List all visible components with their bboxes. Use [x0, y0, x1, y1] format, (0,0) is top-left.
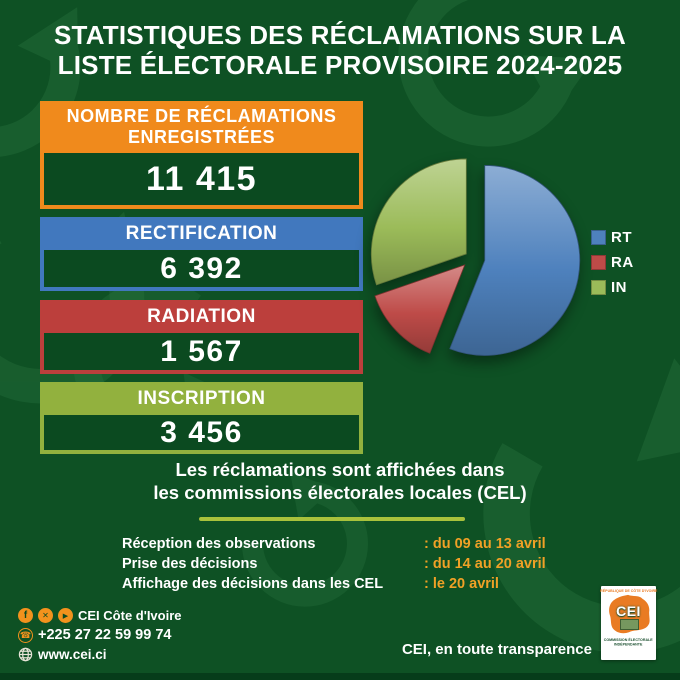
social-row: f ✕ ▶ CEI Côte d'Ivoire	[18, 608, 182, 623]
pie-chart	[355, 143, 595, 383]
legend-item-in: IN	[591, 279, 634, 296]
chart-legend: RT RA IN	[591, 229, 634, 296]
stat-card-radiation-label: RADIATION	[147, 305, 256, 327]
legend-item-ra: RA	[591, 254, 634, 271]
website-url: www.cei.ci	[38, 647, 107, 662]
stat-card-inscription-label: INSCRIPTION	[137, 387, 266, 409]
legend-item-rt: RT	[591, 229, 634, 246]
schedule-row-value: : du 14 au 20 avril	[424, 556, 546, 572]
tagline: CEI, en toute transparence	[401, 641, 592, 658]
schedule-row-value: : le 20 avril	[424, 576, 499, 592]
cei-logo: RÉPUBLIQUE DE CÔTE D'IVOIRE CEI COMMISSI…	[599, 586, 658, 660]
page-title: STATISTIQUES DES RÉCLAMATIONS SUR LA LIS…	[0, 20, 680, 80]
cei-logo-country-text: RÉPUBLIQUE DE CÔTE D'IVOIRE	[599, 588, 658, 593]
legend-swatch-ra	[591, 255, 606, 270]
stat-card-total-label-line1: NOMBRE DE RÉCLAMATIONS	[66, 106, 337, 126]
phone-row: ☎ +225 27 22 59 99 74	[18, 627, 182, 643]
legend-label-ra: RA	[611, 254, 634, 271]
subtitle-line1: Les réclamations sont affichées dans	[175, 459, 505, 480]
social-account-name: CEI Côte d'Ivoire	[78, 608, 182, 623]
phone-number: +225 27 22 59 99 74	[38, 627, 172, 643]
x-icon: ✕	[38, 608, 53, 623]
page-title-line1: STATISTIQUES DES RÉCLAMATIONS SUR LA	[54, 20, 626, 50]
subtitle: Les réclamations sont affichées dans les…	[0, 458, 680, 504]
pie-slice-rt	[449, 165, 581, 356]
stat-card-total-header: NOMBRE DE RÉCLAMATIONS ENREGISTRÉES	[44, 101, 359, 153]
schedule-table: Réception des observations : du 09 au 13…	[122, 535, 546, 594]
stat-card-total-label-line2: ENREGISTRÉES	[127, 127, 276, 147]
schedule-row-label: Réception des observations	[122, 536, 316, 552]
youtube-icon: ▶	[58, 608, 73, 623]
stat-card-total-value: 11 415	[44, 153, 359, 205]
cote-divoire-map-icon: CEI	[606, 593, 652, 637]
subtitle-underline	[199, 517, 466, 521]
stat-card-total: NOMBRE DE RÉCLAMATIONS ENREGISTRÉES 11 4…	[40, 101, 363, 209]
legend-swatch-rt	[591, 230, 606, 245]
schedule-row-label: Affichage des décisions dans les CEL	[122, 576, 384, 592]
stat-card-radiation: RADIATION 1 567	[40, 300, 363, 374]
stat-card-inscription-value: 3 456	[44, 415, 359, 450]
schedule-row-label: Prise des décisions	[122, 556, 258, 572]
page-title-line2: LISTE ÉLECTORALE PROVISOIRE 2024-2025	[57, 50, 623, 80]
legend-label-in: IN	[611, 279, 627, 296]
pie-slice-ra	[374, 264, 466, 354]
cei-logo-commission-text: COMMISSION ÉLECTORALE INDÉPENDANTE	[604, 637, 653, 647]
stat-card-inscription: INSCRIPTION 3 456	[40, 382, 363, 454]
website-row: www.cei.ci	[18, 647, 182, 662]
subtitle-line2: les commissions électorales locales (CEL…	[153, 482, 527, 503]
schedule-row-value: : du 09 au 13 avril	[424, 536, 546, 552]
stat-card-rectification: RECTIFICATION 6 392	[40, 217, 363, 291]
stat-card-rectification-label: RECTIFICATION	[125, 222, 278, 244]
ballot-box-icon	[619, 619, 639, 630]
pie-slice-in	[370, 158, 467, 286]
facebook-icon: f	[18, 608, 33, 623]
phone-icon: ☎	[18, 627, 33, 643]
legend-label-rt: RT	[611, 229, 632, 246]
globe-icon	[18, 647, 33, 662]
bottom-strip	[0, 673, 680, 680]
contact-block: f ✕ ▶ CEI Côte d'Ivoire ☎ +225 27 22 59 …	[18, 608, 182, 662]
legend-swatch-in	[591, 280, 606, 295]
stat-card-rectification-value: 6 392	[44, 250, 359, 287]
stat-card-radiation-value: 1 567	[44, 333, 359, 370]
cei-logo-acronym: CEI	[616, 603, 641, 619]
